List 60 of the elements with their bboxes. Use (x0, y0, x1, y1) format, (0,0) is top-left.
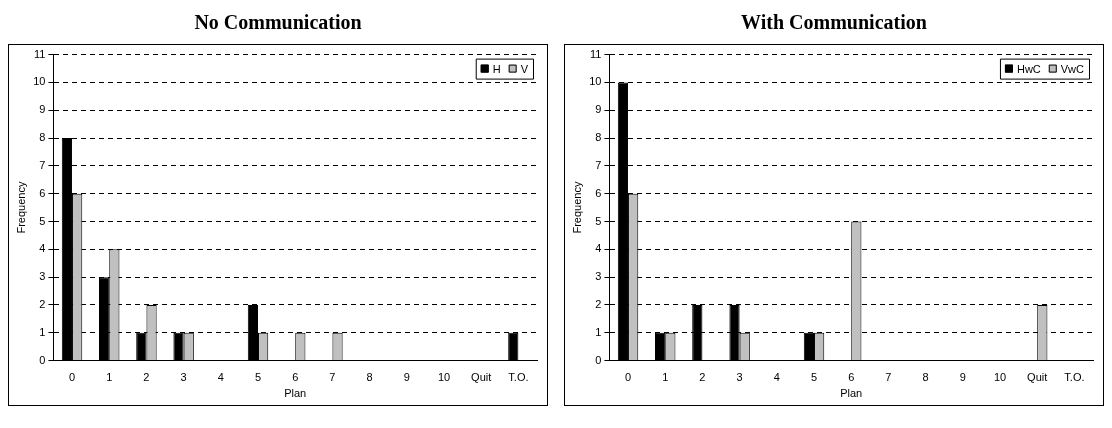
y-tick-label: 7 (595, 158, 602, 171)
x-tick-label: 6 (292, 371, 299, 384)
x-tick-label: 4 (217, 371, 224, 384)
x-tick-label: 8 (366, 371, 373, 384)
y-tick-label: 6 (595, 186, 602, 199)
x-tick-label: 7 (329, 371, 336, 384)
y-tick-label: 5 (39, 214, 46, 227)
x-tick-label: 3 (736, 371, 743, 384)
x-tick-label: 0 (68, 371, 76, 384)
legend-label: H (492, 62, 501, 75)
y-tick-label: 2 (595, 297, 602, 310)
y-tick-label: 4 (595, 242, 602, 255)
y-tick-label: 2 (39, 297, 46, 310)
legend-label: VwC (1060, 62, 1085, 75)
legend-label: V (520, 62, 529, 75)
x-axis-title: Plan (284, 387, 307, 400)
y-tick-label: 9 (39, 103, 46, 116)
x-tick-label: 5 (810, 371, 818, 384)
y-tick-label: 11 (34, 47, 46, 60)
y-tick-label: 1 (39, 325, 46, 338)
chart-title: No Communication (193, 10, 363, 35)
x-tick-label: 9 (959, 371, 966, 384)
y-axis-title: Frequency (14, 181, 27, 234)
x-tick-label: 10 (437, 371, 451, 384)
x-tick-label: 9 (403, 371, 410, 384)
x-tick-label: 1 (662, 371, 669, 384)
x-tick-label: Quit (471, 371, 492, 384)
y-tick-label: 4 (39, 242, 46, 255)
y-tick-label: 3 (39, 270, 46, 283)
x-tick-label: 2 (699, 371, 706, 384)
y-tick-label: 9 (595, 103, 602, 116)
x-tick-label: T.O. (508, 371, 529, 384)
y-tick-label: 0 (39, 353, 46, 366)
y-tick-label: 11 (590, 47, 602, 60)
x-tick-label: 1 (106, 371, 113, 384)
x-tick-label: Quit (1027, 371, 1048, 384)
x-tick-label: 7 (885, 371, 892, 384)
legend-label: HwC (1016, 62, 1041, 75)
y-tick-label: 6 (39, 186, 46, 199)
y-tick-label: 7 (39, 158, 46, 171)
x-tick-label: 5 (254, 371, 262, 384)
chart-title: With Communication (740, 10, 928, 35)
y-axis-title: Frequency (570, 181, 583, 234)
x-axis-title: Plan (840, 387, 863, 400)
x-tick-label: 2 (143, 371, 150, 384)
x-tick-label: 0 (624, 371, 632, 384)
y-tick-label: 1 (595, 325, 602, 338)
y-tick-label: 10 (589, 75, 602, 88)
y-tick-label: 3 (595, 270, 602, 283)
x-tick-label: 6 (848, 371, 855, 384)
x-tick-label: 8 (922, 371, 929, 384)
x-tick-label: 10 (993, 371, 1007, 384)
y-tick-label: 8 (595, 131, 602, 144)
y-tick-label: 8 (39, 131, 46, 144)
y-tick-label: 0 (595, 353, 602, 366)
x-tick-label: 3 (180, 371, 187, 384)
x-tick-label: 4 (773, 371, 780, 384)
x-tick-label: T.O. (1064, 371, 1085, 384)
y-tick-label: 5 (595, 214, 602, 227)
y-tick-label: 10 (33, 75, 46, 88)
